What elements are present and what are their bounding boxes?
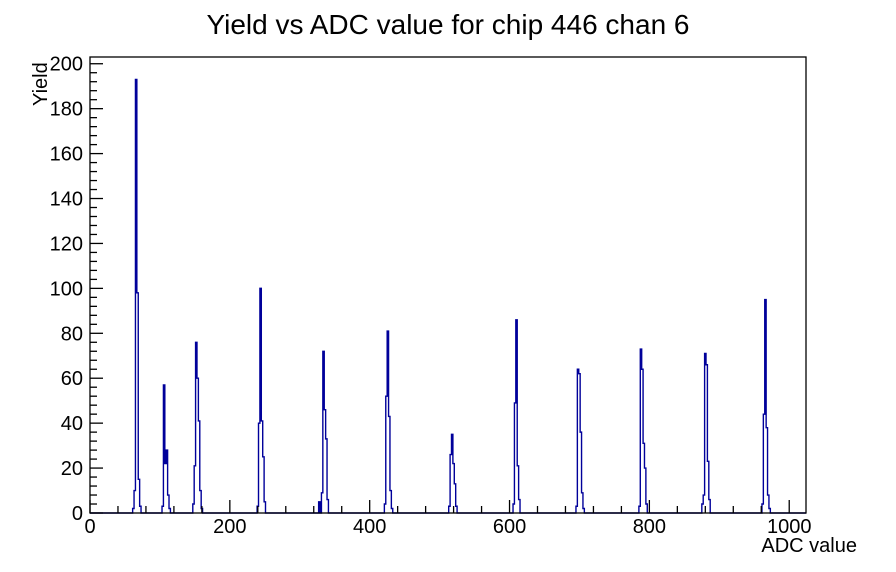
y-tick-label: 100 xyxy=(50,278,83,300)
y-tick-label: 0 xyxy=(72,503,83,525)
y-tick-label: 60 xyxy=(61,368,83,390)
y-tick-label: 20 xyxy=(61,458,83,480)
x-tick-label: 1000 xyxy=(767,516,812,538)
x-tick-label: 400 xyxy=(353,516,386,538)
y-tick-label: 80 xyxy=(61,323,83,345)
y-tick-label: 40 xyxy=(61,413,83,435)
x-tick-label: 600 xyxy=(493,516,526,538)
y-tick-label: 180 xyxy=(50,99,83,121)
axis-tick-labels: 0 200 400 600 800 1000 0 20 40 60 80 100 120 140 160 18… xyxy=(50,54,812,538)
x-tick-label: 800 xyxy=(633,516,666,538)
x-tick-label: 200 xyxy=(213,516,246,538)
y-tick-label: 140 xyxy=(50,189,83,211)
plot-frame xyxy=(89,56,807,514)
axis-ticks xyxy=(89,63,790,514)
chart-title: Yield vs ADC value for chip 446 chan 6 xyxy=(206,9,689,40)
y-tick-label: 120 xyxy=(50,233,83,255)
y-axis-title: Yield xyxy=(30,62,52,106)
y-tick-label: 160 xyxy=(50,144,83,166)
x-axis-title: ADC value xyxy=(761,535,857,557)
y-tick-label: 200 xyxy=(50,54,83,76)
x-tick-label: 0 xyxy=(84,516,95,538)
histogram-line xyxy=(90,78,806,514)
